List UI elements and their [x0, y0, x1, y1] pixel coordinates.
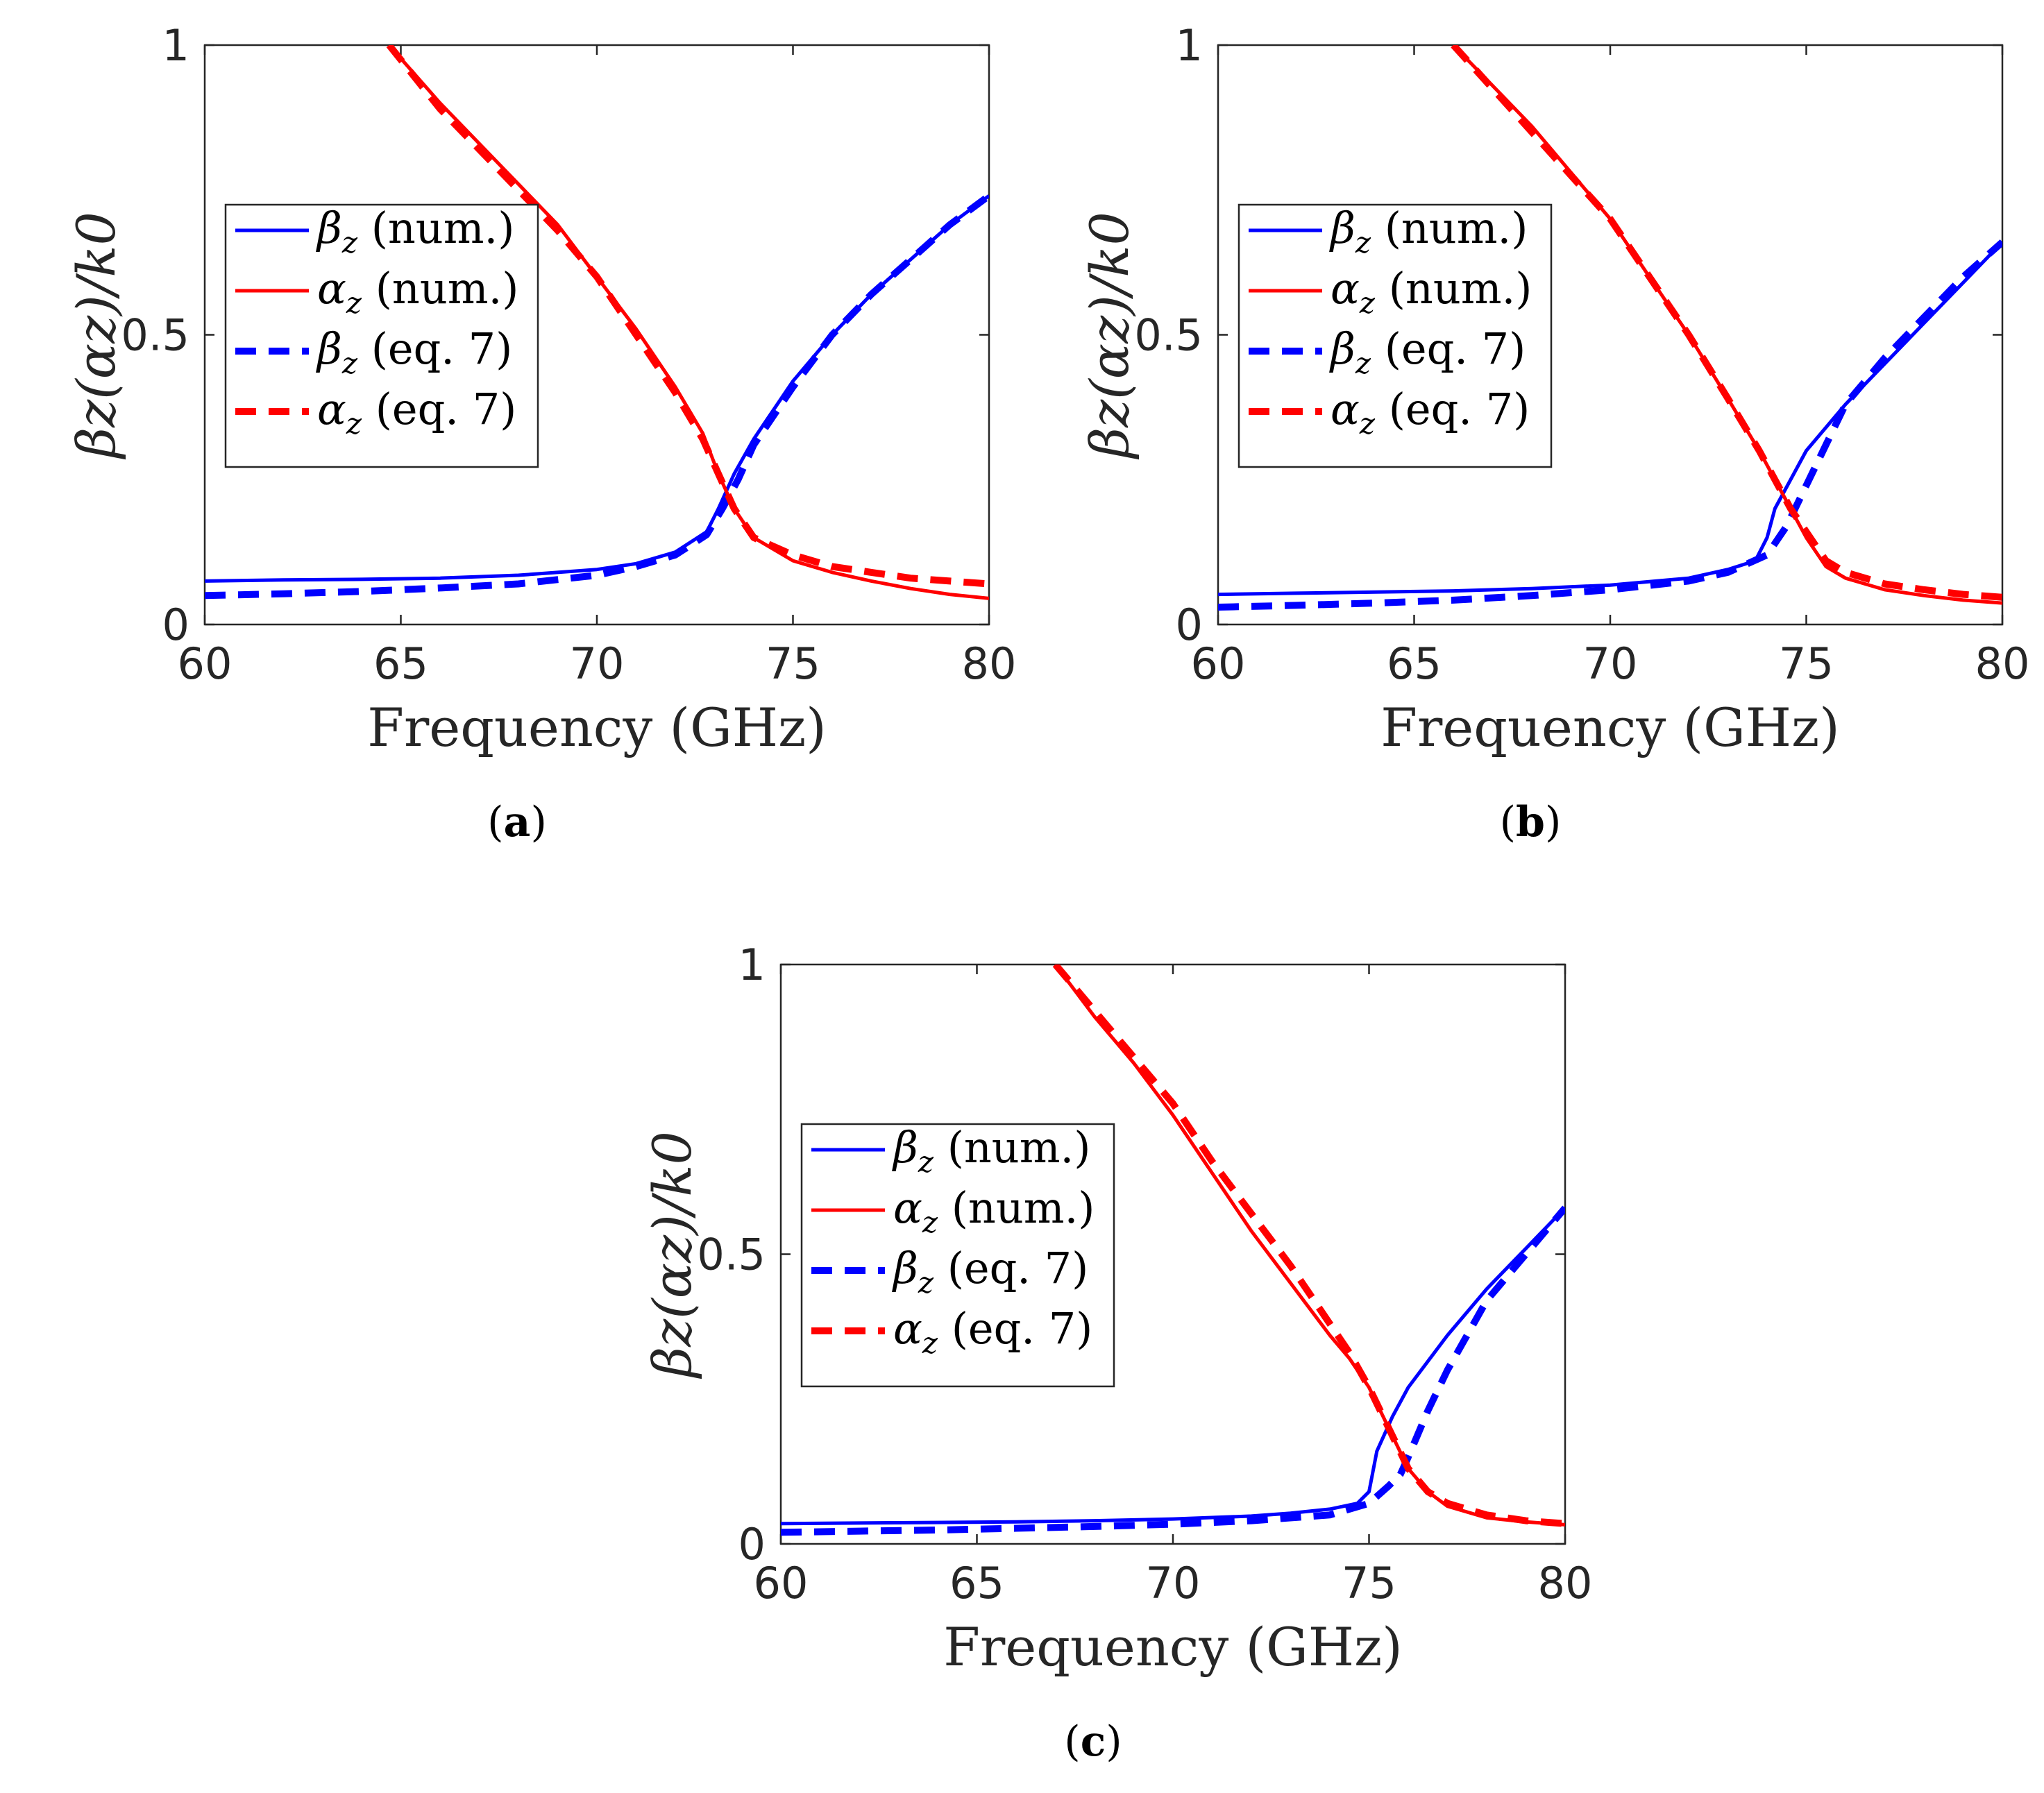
y-tick-label: 0.5	[697, 1230, 766, 1280]
x-tick-label: 75	[1342, 1558, 1396, 1608]
legend-box	[1238, 203, 1553, 468]
y-tick-label: 0.5	[121, 310, 189, 361]
legend-entry: αz (num.)	[1331, 263, 1532, 320]
x-tick-label: 80	[1538, 1558, 1593, 1608]
chart-panel-b: 60 65 70 75 80 0 0.5 1 Frequency (GHz) βz(αz)/k0 β…	[1079, 20, 2029, 847]
legend: βz (num.)αz (num.)βz (eq. 7)αz (eq. 7)	[1238, 203, 1553, 468]
x-tick-label: 75	[1779, 638, 1834, 689]
y-tick-label: 1	[1176, 20, 1203, 71]
legend-entry: αz (num.)	[317, 263, 518, 320]
x-axis-label: Frequency (GHz)	[943, 1616, 1403, 1678]
series-line-beta-num	[781, 1206, 1565, 1526]
x-tick-label: 70	[1583, 638, 1638, 689]
series-line-alpha-eq7	[386, 45, 989, 588]
legend-box	[224, 203, 539, 468]
series-line-beta-eq7	[1218, 239, 2002, 611]
legend-entry: αz (eq. 7)	[1331, 384, 1530, 441]
legend-entry: αz (eq. 7)	[317, 384, 516, 441]
legend-entry: βz (eq. 7)	[316, 323, 512, 380]
x-tick-label: 60	[1191, 638, 1246, 689]
x-tick-label: 65	[949, 1558, 1004, 1608]
y-tick-label: 0.5	[1134, 310, 1203, 361]
x-tick-label: 70	[1146, 1558, 1201, 1608]
y-tick-label: 0	[1176, 600, 1203, 650]
legend-entry: βz (num.)	[1329, 203, 1528, 260]
chart-panel-c: 60 65 70 75 80 0 0.5 1 Frequency (GHz) βz(αz)/k0 β…	[641, 940, 1592, 1766]
y-tick-label: 0	[162, 600, 189, 650]
legend-entry: βz (eq. 7)	[1329, 323, 1526, 380]
series-line-beta-eq7	[781, 1205, 1565, 1536]
x-tick-label: 60	[178, 638, 233, 689]
legend-entry: βz (num.)	[316, 203, 514, 260]
y-tick-label: 1	[162, 20, 189, 71]
x-tick-label: 75	[766, 638, 820, 689]
legend-box	[800, 1123, 1115, 1388]
legend: βz (num.)αz (num.)βz (eq. 7)αz (eq. 7)	[224, 203, 539, 468]
legend-entry: αz (num.)	[893, 1182, 1095, 1239]
legend-entry: βz (num.)	[892, 1122, 1090, 1179]
legend-entry: βz (eq. 7)	[892, 1243, 1088, 1300]
series-line-beta-num	[1218, 241, 2002, 597]
x-tick-label: 80	[962, 638, 1017, 689]
legend-entry: αz (eq. 7)	[893, 1303, 1092, 1360]
x-tick-label: 65	[1387, 638, 1442, 689]
x-axis-label: Frequency (GHz)	[1380, 697, 1840, 758]
panel-caption: (b)	[1500, 798, 1562, 847]
series-line-beta-eq7	[205, 193, 989, 600]
x-axis-label: Frequency (GHz)	[367, 697, 827, 758]
x-tick-label: 60	[754, 1558, 809, 1608]
x-tick-label: 80	[1975, 638, 2030, 689]
series-line-alpha-eq7	[1052, 965, 1565, 1527]
y-tick-label: 1	[738, 940, 766, 990]
x-tick-label: 65	[373, 638, 428, 689]
y-axis-label: βz(αz)/k0	[1079, 212, 1140, 460]
x-tick-label: 70	[570, 638, 625, 689]
y-tick-label: 0	[738, 1519, 766, 1570]
y-axis-label: βz(αz)/k0	[641, 1131, 703, 1379]
panel-caption: (c)	[1064, 1717, 1122, 1766]
series-line-alpha-eq7	[1451, 45, 2002, 601]
chart-panel-a: 60 65 70 75 80 0 0.5 1 Frequency (GHz) βz(αz)/k0 β…	[65, 20, 1016, 847]
legend: βz (num.)αz (num.)βz (eq. 7)αz (eq. 7)	[800, 1122, 1115, 1388]
y-axis-label: βz(αz)/k0	[65, 212, 127, 460]
panel-caption: (a)	[487, 798, 547, 847]
